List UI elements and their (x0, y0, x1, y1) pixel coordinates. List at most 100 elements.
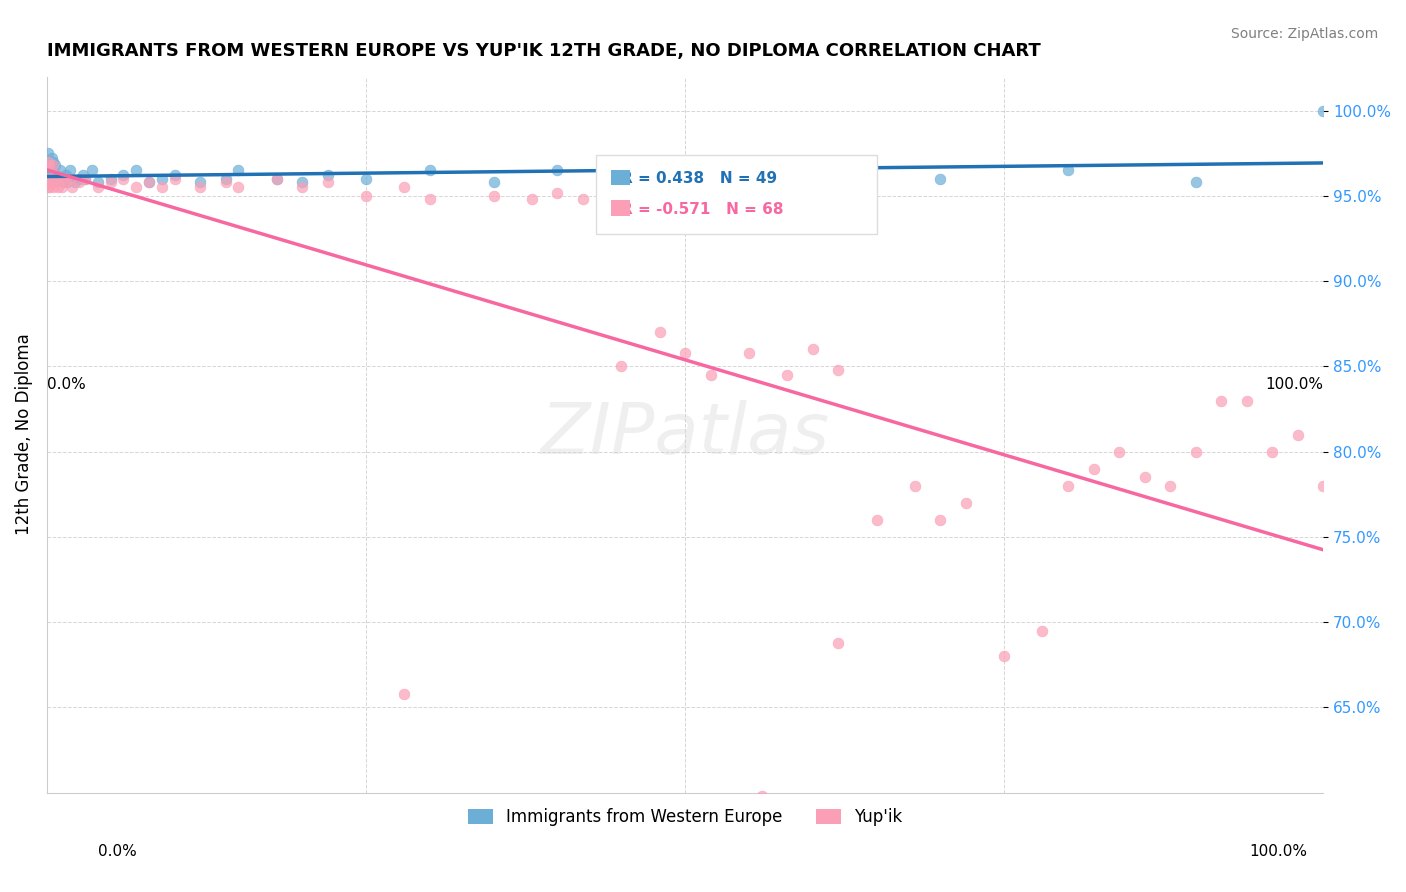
Point (572, 192, 595, 206)
Point (42, 180, 65, 194)
Point (1083, 461, 1105, 475)
Point (46, 172, 69, 186)
Point (100, 172, 122, 186)
Point (80, 163, 103, 178)
Point (482, 175, 505, 189)
Point (138, 175, 160, 189)
Point (112, 172, 135, 186)
Point (41, 175, 63, 189)
FancyBboxPatch shape (612, 201, 630, 216)
Point (51, 180, 73, 194)
Point (39, 163, 62, 178)
Point (904, 479, 927, 493)
Point (291, 180, 314, 194)
Point (42, 154, 65, 169)
Point (993, 649, 1015, 664)
Point (150, 172, 173, 186)
Point (45, 175, 67, 189)
Point (56, 175, 79, 189)
Text: 0.0%: 0.0% (98, 845, 138, 859)
Point (394, 687, 416, 701)
Point (1031, 624, 1053, 638)
Point (188, 175, 211, 189)
Point (46, 172, 69, 186)
Point (125, 180, 148, 194)
Point (48, 172, 70, 186)
Point (51, 172, 73, 186)
Point (62, 172, 84, 186)
Point (955, 496, 977, 510)
Point (610, 172, 633, 186)
Text: ZIPatlas: ZIPatlas (540, 401, 830, 469)
Point (673, 346, 696, 360)
Point (738, 346, 761, 360)
Y-axis label: 12th Grade, No Diploma: 12th Grade, No Diploma (15, 334, 32, 535)
Point (37, 180, 59, 194)
Point (125, 163, 148, 178)
Point (72, 169, 94, 183)
Point (38, 172, 60, 186)
Point (37, 154, 59, 169)
Point (150, 180, 173, 194)
Point (610, 359, 633, 374)
Point (112, 169, 135, 183)
Point (1286, 427, 1309, 442)
Point (776, 368, 799, 382)
Point (419, 192, 441, 206)
Point (291, 175, 314, 189)
Point (699, 368, 721, 382)
Point (1312, 103, 1334, 118)
FancyBboxPatch shape (596, 155, 876, 234)
Text: 0.0%: 0.0% (46, 377, 86, 392)
Point (827, 363, 849, 377)
Point (48, 172, 70, 186)
Point (228, 180, 250, 194)
Point (865, 513, 887, 527)
Point (37, 158, 59, 172)
Point (827, 635, 849, 649)
Point (520, 192, 543, 206)
Point (316, 175, 339, 189)
Point (214, 172, 236, 186)
Point (163, 169, 186, 183)
Point (42, 158, 65, 172)
Point (1057, 163, 1080, 178)
Point (63, 175, 86, 189)
Point (673, 169, 696, 183)
Point (38, 180, 60, 194)
Point (394, 180, 416, 194)
Legend: Immigrants from Western Europe, Yup'ik: Immigrants from Western Europe, Yup'ik (460, 800, 911, 834)
Point (37, 146, 59, 161)
Text: IMMIGRANTS FROM WESTERN EUROPE VS YUP'IK 12TH GRADE, NO DIPLOMA CORRELATION CHAR: IMMIGRANTS FROM WESTERN EUROPE VS YUP'IK… (46, 42, 1040, 60)
Point (37, 169, 59, 183)
Point (546, 163, 568, 178)
Point (1184, 444, 1206, 458)
Point (482, 189, 505, 203)
Point (316, 169, 339, 183)
Point (38, 158, 60, 172)
Point (266, 172, 288, 186)
Point (751, 789, 773, 803)
Point (1261, 444, 1284, 458)
Point (55, 175, 77, 189)
Point (648, 326, 671, 340)
Point (59, 163, 82, 178)
Point (188, 180, 211, 194)
Point (801, 175, 824, 189)
Point (41, 152, 63, 166)
Point (354, 189, 377, 203)
Point (929, 513, 952, 527)
Point (1159, 479, 1181, 493)
Point (45, 169, 67, 183)
Text: R = -0.571   N = 68: R = -0.571 N = 68 (621, 202, 783, 217)
Point (138, 175, 160, 189)
Point (48, 180, 70, 194)
Point (801, 343, 824, 357)
Point (42, 172, 65, 186)
Point (87, 175, 110, 189)
Point (1211, 393, 1233, 408)
Point (87, 180, 110, 194)
Point (163, 172, 186, 186)
Point (1057, 479, 1080, 493)
Point (39, 175, 62, 189)
